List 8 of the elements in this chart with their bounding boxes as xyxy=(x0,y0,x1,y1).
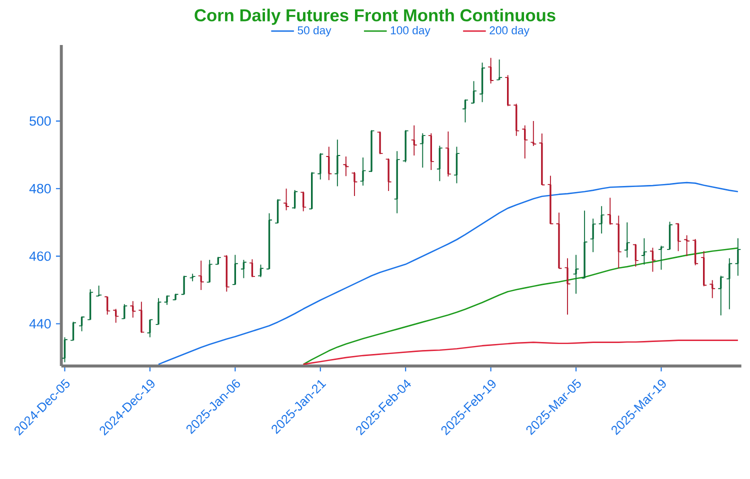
y-tick-label: 440 xyxy=(29,319,51,328)
legend-label: 100 day xyxy=(390,26,430,37)
y-tick-label: 460 xyxy=(29,251,51,261)
y-tick-label: 480 xyxy=(29,184,51,194)
legend-label: 200 day xyxy=(490,26,530,37)
chart-title: Corn Daily Futures Front Month Continuous xyxy=(194,8,556,25)
legend-label: 50 day xyxy=(298,26,332,37)
y-tick-label: 500 xyxy=(30,116,51,126)
